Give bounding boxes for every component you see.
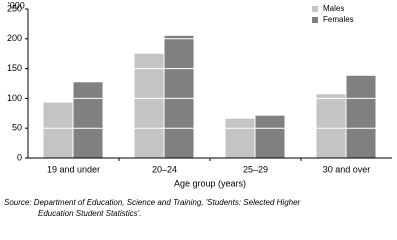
legend-label: Males (323, 4, 344, 13)
y-tick-label: 100 (7, 93, 22, 103)
y-tick-label: 0 (17, 152, 22, 162)
bar (255, 115, 285, 158)
legend-label: Females (323, 15, 354, 24)
y-tick-label: 200 (7, 33, 22, 43)
x-axis-label: Age group (years) (174, 178, 246, 188)
x-tick-label: 25–29 (243, 164, 268, 174)
x-tick-label: 30 and over (323, 164, 371, 174)
y-tick-label: 250 (7, 3, 22, 13)
bar (346, 75, 376, 158)
x-tick-label: 20–24 (152, 164, 177, 174)
bar (164, 35, 194, 158)
bar (43, 102, 73, 158)
y-tick-label: 150 (7, 63, 22, 73)
y-axis-label: '000 (8, 0, 25, 10)
bar (225, 118, 255, 158)
source-note: Education Student Statistics'. (38, 209, 141, 218)
chart: '000 Age group (years) Source: Departmen… (4, 0, 392, 218)
bar (316, 94, 346, 158)
bar (134, 53, 164, 159)
x-tick-label: 19 and under (47, 164, 100, 174)
legend-swatch (312, 17, 318, 23)
legend-swatch (312, 6, 318, 12)
y-tick-label: 50 (12, 123, 22, 133)
bar (73, 82, 103, 158)
source-note: Source: Department of Education, Science… (4, 198, 301, 207)
